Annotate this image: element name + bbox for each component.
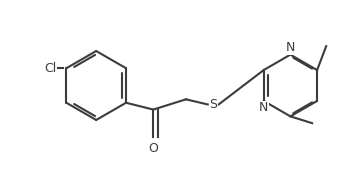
Text: Cl: Cl <box>44 62 56 75</box>
Text: S: S <box>209 98 217 111</box>
Text: N: N <box>286 41 295 54</box>
Text: O: O <box>148 142 158 155</box>
Text: N: N <box>259 101 268 114</box>
